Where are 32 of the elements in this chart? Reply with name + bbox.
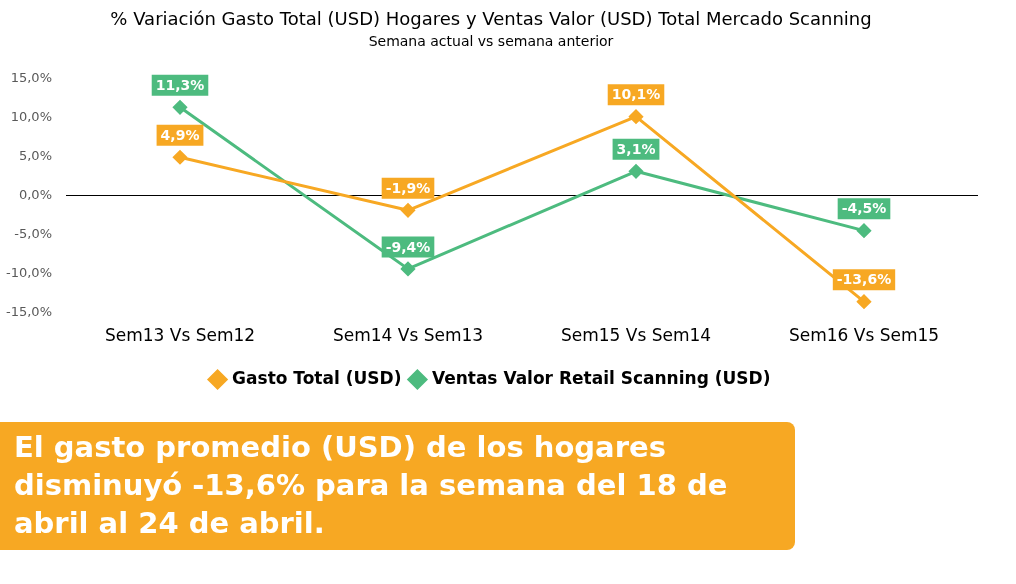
point [173,100,187,115]
point [173,150,187,165]
x-tick-label: Sem16 Vs Sem15 [788,325,940,346]
chart-subtitle: Semana actual vs semana anterior [368,32,614,49]
data-label: 3,1% [616,140,656,157]
x-tick-label: Sem14 Vs Sem13 [332,325,484,346]
y-tick-label: 0,0% [18,186,52,202]
y-tick-label: 15,0% [10,69,52,85]
legend-label: Gasto Total (USD) [232,367,402,388]
point [401,261,415,276]
point [857,223,871,238]
point [857,294,871,309]
data-label: -9,4% [385,238,431,255]
text: El gasto promedio (USD) de los hogares disminuyó -13,6% para la semana del 18 de abril al 24 de abril. [14,429,729,542]
chart-title: % Variación Gasto Total (USD) Hogares y Ventas Valor (USD) Total Mercado Scanning [110,8,872,30]
y-tick-label: -10,0% [6,264,52,280]
data-label: -13,6% [836,271,892,288]
data-label: 10,1% [611,86,661,103]
y-tick-label: 10,0% [10,108,52,124]
point [629,164,643,179]
y-tick-label: 5,0% [18,147,52,163]
x-tick-label: Sem13 Vs Sem12 [104,325,256,346]
point [401,203,415,218]
x-tick-label: Sem15 Vs Sem14 [560,325,712,346]
data-label: -1,9% [385,179,431,196]
point [629,109,643,124]
data-label: -4,5% [841,200,887,217]
data-label: 4,9% [160,126,200,143]
y-tick-label: -15,0% [6,303,52,319]
data-label: 11,3% [155,76,205,93]
y-tick-label: -5,0% [14,225,52,241]
legend-label: Ventas Valor Retail Scanning (USD) [431,367,771,388]
